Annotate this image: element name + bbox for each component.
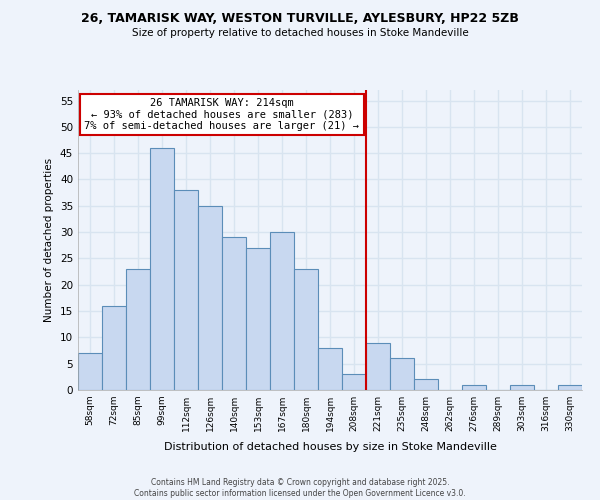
Bar [126, 269, 150, 390]
Bar [270, 232, 294, 390]
Bar [294, 269, 318, 390]
Bar [102, 306, 126, 390]
Bar [414, 380, 438, 390]
Bar [510, 384, 534, 390]
Bar [150, 148, 174, 390]
Bar [462, 384, 486, 390]
Y-axis label: Number of detached properties: Number of detached properties [44, 158, 55, 322]
Bar [342, 374, 366, 390]
Bar [558, 384, 582, 390]
Bar [246, 248, 270, 390]
Text: 26, TAMARISK WAY, WESTON TURVILLE, AYLESBURY, HP22 5ZB: 26, TAMARISK WAY, WESTON TURVILLE, AYLES… [81, 12, 519, 26]
Bar [366, 342, 390, 390]
Text: Size of property relative to detached houses in Stoke Mandeville: Size of property relative to detached ho… [131, 28, 469, 38]
Bar [78, 353, 102, 390]
X-axis label: Distribution of detached houses by size in Stoke Mandeville: Distribution of detached houses by size … [164, 442, 496, 452]
Bar [174, 190, 198, 390]
Text: 26 TAMARISK WAY: 214sqm
← 93% of detached houses are smaller (283)
7% of semi-de: 26 TAMARISK WAY: 214sqm ← 93% of detache… [85, 98, 359, 131]
Bar [222, 238, 246, 390]
Text: Contains HM Land Registry data © Crown copyright and database right 2025.
Contai: Contains HM Land Registry data © Crown c… [134, 478, 466, 498]
Bar [390, 358, 414, 390]
Bar [318, 348, 342, 390]
Bar [198, 206, 222, 390]
